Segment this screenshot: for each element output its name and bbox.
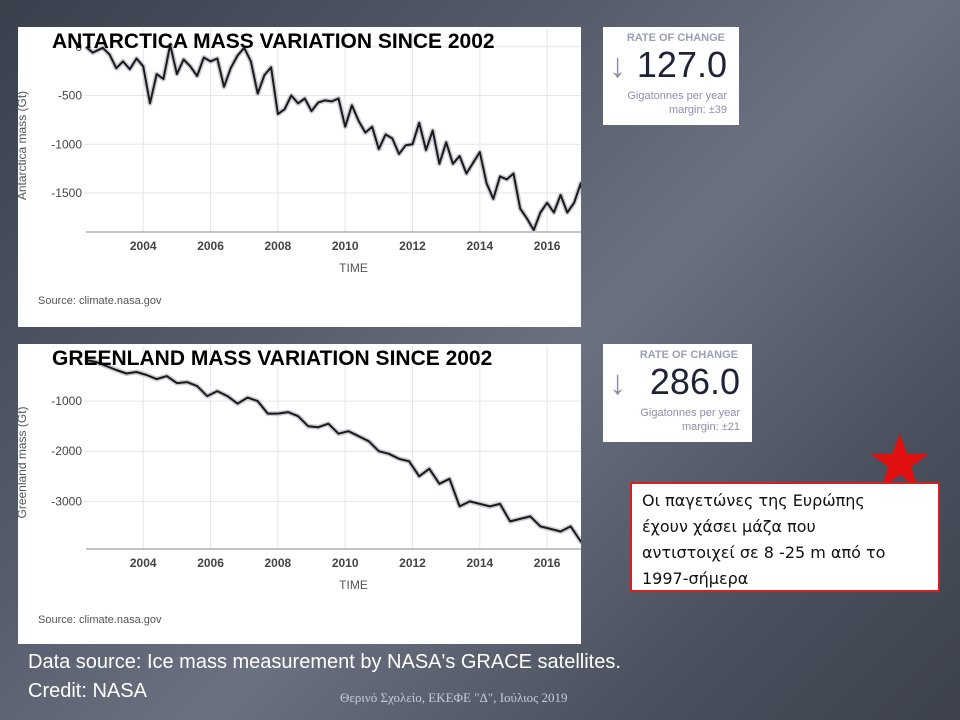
down-arrow-icon: ↓ — [609, 47, 626, 85]
greenland-rate-box: RATE OF CHANGE ↓ 286.0 Gigatonnes per ye… — [603, 344, 752, 442]
x-tick-label: 2010 — [332, 556, 359, 570]
greenland-chart-panel: 2004 2006 2008 2010 2012 2014 2016 -1000 -2000 -3… — [18, 344, 581, 644]
note-line: αντιστοιχεί σε 8 -25 m από το — [642, 543, 886, 562]
note-line: 1997-σήμερα — [642, 569, 749, 588]
antarctica-chart: 2004 2006 2008 2010 2012 2014 2016 0 -500 -1000 -1… — [18, 29, 581, 275]
antarctica-rate-margin: margin: ±39 — [668, 104, 727, 116]
note-line: έχουν χάσει μάζα που — [642, 517, 816, 536]
school-footer-text: Θερινό Σχολείο, ΕΚΕΦΕ "Δ", Ιούλιος 2019 — [340, 690, 568, 705]
x-tick-label: 2006 — [197, 239, 224, 253]
data-source-text: Data source: Ice mass measurement by NAS… — [28, 651, 621, 673]
greenland-chart-title: GREENLAND MASS VARIATION SINCE 2002 — [52, 347, 493, 370]
y-axis-label: Greenland mass (Gt) — [18, 406, 29, 518]
greenland-rate-unit: Gigatonnes per year — [640, 407, 740, 419]
antarctica-rate-value: 127.0 — [636, 44, 727, 85]
y-axis-label: Antarctica mass (Gt) — [18, 91, 29, 200]
y-tick-label: -1000 — [51, 137, 82, 151]
x-axis-label: TIME — [339, 261, 368, 275]
uncertainty-band — [84, 42, 581, 233]
greenland-chart: 2004 2006 2008 2010 2012 2014 2016 -1000 -2000 -3… — [18, 346, 581, 592]
x-tick-label: 2014 — [466, 239, 493, 253]
series-line — [85, 359, 581, 543]
x-tick-label: 2008 — [265, 556, 292, 570]
x-tick-label: 2014 — [466, 556, 493, 570]
y-tick-label: -1000 — [51, 394, 82, 408]
antarctica-chart-title: ANTARCTICA MASS VARIATION SINCE 2002 — [52, 30, 495, 53]
y-tick-label: -500 — [58, 89, 82, 103]
x-tick-label: 2004 — [130, 556, 157, 570]
x-tick-label: 2012 — [399, 239, 426, 253]
note-line: Οι παγετώνες της Ευρώπης — [642, 491, 865, 510]
y-tick-label: 0 — [75, 40, 82, 54]
greenland-source: Source: climate.nasa.gov — [38, 614, 162, 626]
greenland-rate-title: RATE OF CHANGE — [639, 349, 738, 361]
red-star-icon — [871, 434, 929, 488]
x-tick-label: 2010 — [332, 239, 359, 253]
x-tick-label: 2004 — [130, 239, 157, 253]
y-tick-label: -2000 — [51, 444, 82, 458]
antarctica-rate-title: RATE OF CHANGE — [626, 32, 725, 44]
y-tick-label: -1500 — [51, 186, 82, 200]
antarctica-rate-box: RATE OF CHANGE ↓ 127.0 Gigatonnes per ye… — [603, 27, 739, 125]
credit-text: Credit: NASA — [28, 680, 147, 702]
y-tick-label: -3000 — [51, 494, 82, 508]
antarctica-rate-unit: Gigatonnes per year — [627, 90, 727, 102]
greenland-rate-value: 286.0 — [649, 361, 740, 402]
antarctica-chart-panel: 2004 2006 2008 2010 2012 2014 2016 0 -500 -1000 -1… — [18, 27, 581, 327]
x-tick-label: 2008 — [265, 239, 292, 253]
x-axis-label: TIME — [339, 578, 368, 592]
down-arrow-icon: ↓ — [609, 364, 626, 402]
antarctica-source: Source: climate.nasa.gov — [38, 295, 162, 307]
x-tick-label: 2016 — [534, 239, 561, 253]
x-tick-label: 2016 — [534, 556, 561, 570]
x-tick-label: 2006 — [197, 556, 224, 570]
european-glaciers-note: Οι παγετώνες της Ευρώπης έχουν χάσει μάζ… — [630, 482, 940, 592]
series-line — [85, 43, 581, 232]
x-tick-label: 2012 — [399, 556, 426, 570]
greenland-rate-margin: margin: ±21 — [681, 421, 740, 433]
